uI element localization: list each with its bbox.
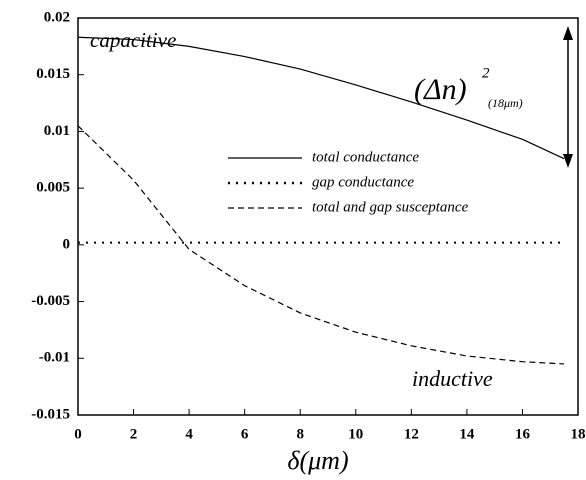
series-line <box>77 125 565 365</box>
x-tick-label: 18 <box>571 426 586 442</box>
x-tick-label: 10 <box>348 426 363 442</box>
x-tick-label: 6 <box>241 426 249 442</box>
x-tick-label: 2 <box>130 426 138 442</box>
series-line <box>77 36 565 160</box>
x-tick-label: 0 <box>74 426 82 442</box>
x-tick-label: 12 <box>404 426 419 442</box>
annotation-delta-base: (Δn) <box>414 73 467 106</box>
annotation-delta-sub: (18μm) <box>488 96 523 110</box>
legend-label: total conductance <box>312 149 419 165</box>
y-tick-label: 0 <box>63 236 71 252</box>
x-axis-label: δ(μm) <box>287 446 348 475</box>
annotation-delta-sup: 2 <box>482 65 490 81</box>
y-tick-label: -0.015 <box>31 406 70 422</box>
plot-frame <box>77 17 579 416</box>
y-tick-label: -0.01 <box>39 350 70 366</box>
y-tick-label: 0.005 <box>36 180 70 196</box>
legend-label: gap conductance <box>312 174 414 190</box>
y-tick-label: 0.01 <box>44 123 70 139</box>
legend-label: total and gap susceptance <box>312 199 469 215</box>
x-tick-label: 4 <box>185 426 193 442</box>
y-tick-label: 0.015 <box>36 66 70 82</box>
annotation-inductive: inductive <box>412 366 493 391</box>
y-tick-label: 0.02 <box>44 9 70 25</box>
x-tick-label: 16 <box>515 426 531 442</box>
x-tick-label: 8 <box>296 426 304 442</box>
x-tick-label: 14 <box>459 426 475 442</box>
y-tick-label: -0.005 <box>31 293 70 309</box>
